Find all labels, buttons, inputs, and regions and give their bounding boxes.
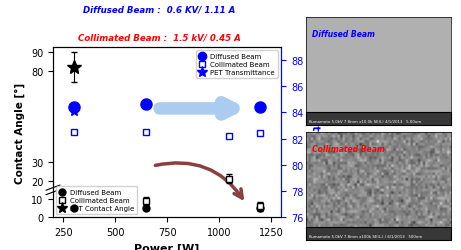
- Text: Diffused Beam: Diffused Beam: [312, 30, 375, 39]
- Legend: Diffused Beam, Collimated Beam, PET Transmittance: Diffused Beam, Collimated Beam, PET Tran…: [196, 51, 278, 78]
- Text: Collimated Beam :  1.5 kV/ 0.45 A: Collimated Beam : 1.5 kV/ 0.45 A: [77, 34, 241, 43]
- Y-axis label: Contact Angle [°]: Contact Angle [°]: [15, 82, 25, 183]
- Y-axis label: Transmittance [%]: Transmittance [%]: [310, 79, 320, 186]
- X-axis label: Power [W]: Power [W]: [135, 243, 200, 250]
- Text: Diffused Beam :  0.6 KV/ 1.11 A: Diffused Beam : 0.6 KV/ 1.11 A: [83, 5, 235, 14]
- Text: Collimated Beam: Collimated Beam: [312, 145, 385, 154]
